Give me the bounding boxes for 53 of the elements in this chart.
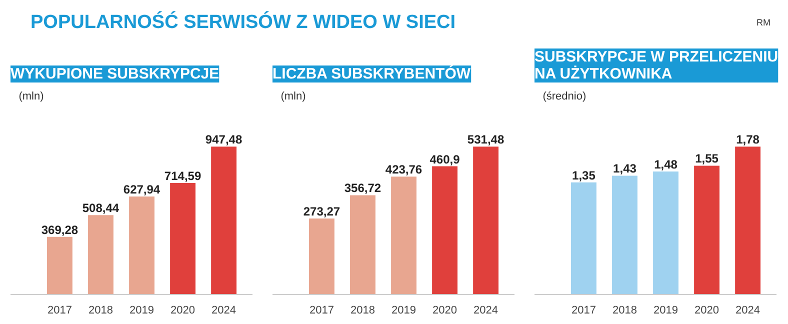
x-tick-label: 2019 [654, 304, 678, 316]
chart-title: WYKUPIONE SUBSKRYPCJE [10, 66, 220, 82]
chart-subtitle: (mln) [18, 90, 44, 102]
x-tick-label: 2018 [612, 304, 637, 316]
bar [735, 146, 761, 294]
x-tick-label: 2020 [694, 304, 720, 316]
x-tick-label: 2018 [350, 304, 375, 316]
bar [391, 176, 416, 294]
x-tick-label: 2019 [392, 304, 416, 316]
data-label: 1,55 [695, 152, 719, 166]
chart-title: LICZBA SUBSKRYBENTÓW [272, 64, 472, 82]
data-label: 508,44 [82, 201, 120, 216]
bar [694, 166, 720, 294]
bar [129, 196, 154, 294]
bar [653, 172, 678, 294]
data-label: 1,43 [613, 162, 637, 176]
text: POPULARNOŚĆ SERWISÓW Z WIDEO W SIECI [30, 11, 456, 33]
x-tick-label: 2020 [432, 304, 458, 316]
data-label: 369,28 [41, 222, 78, 237]
x-tick-label: 2017 [47, 304, 72, 316]
data-label: 1,35 [572, 168, 596, 182]
data-label: 273,27 [303, 204, 340, 218]
bar [309, 218, 334, 294]
data-label: 460,9 [430, 152, 460, 166]
bar [211, 146, 237, 294]
bar [170, 182, 196, 294]
data-label: 627,94 [123, 182, 160, 196]
data-label: 947,48 [205, 132, 242, 147]
x-tick-label: 2024 [474, 304, 498, 316]
chart-subtitle: (mln) [280, 90, 306, 102]
data-label: 714,59 [164, 168, 202, 183]
text: RM [756, 18, 771, 28]
bar [432, 166, 458, 294]
bar [47, 236, 72, 294]
bar [350, 195, 376, 294]
x-tick-label: 2024 [736, 304, 760, 316]
bar [571, 182, 596, 294]
bar [473, 146, 499, 294]
chart-subtitle: (średnio) [542, 90, 586, 102]
x-tick-label: 2020 [170, 304, 196, 316]
x-tick-label: 2024 [212, 304, 236, 316]
x-tick-label: 2017 [309, 304, 334, 316]
data-label: 531,48 [467, 132, 504, 147]
chart-title: SUBSKRYPCJE W PRZELICZENIU NA UŻYTKOWNIKA [534, 48, 778, 82]
data-label: 1,48 [654, 158, 678, 172]
bar [88, 215, 114, 294]
bar [612, 176, 638, 294]
x-tick-label: 2018 [88, 304, 113, 316]
x-tick-label: 2019 [130, 304, 154, 316]
data-label: 423,76 [385, 162, 422, 177]
data-label: 356,72 [344, 181, 382, 196]
x-tick-label: 2017 [571, 304, 596, 316]
data-label: 1,78 [736, 132, 760, 147]
